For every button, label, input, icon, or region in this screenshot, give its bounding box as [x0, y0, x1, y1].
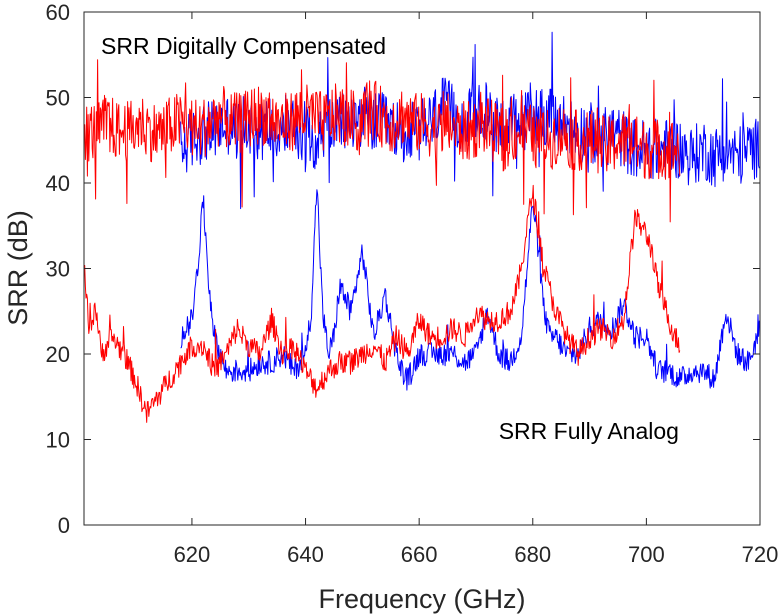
y-tick-label: 10: [46, 428, 70, 453]
series-layer: [83, 31, 760, 423]
y-tick-label: 0: [58, 513, 70, 538]
y-tick-label: 30: [46, 257, 70, 282]
series-line-red-digital: [83, 59, 681, 223]
annotation-digital: SRR Digitally Compensated: [101, 33, 386, 59]
x-tick-label: 660: [401, 542, 438, 567]
x-axis-label: Frequency (GHz): [318, 584, 525, 614]
series-line-red-analog: [83, 184, 681, 423]
x-tick-label: 640: [287, 542, 324, 567]
y-tick-label: 50: [46, 86, 70, 111]
annotation-analog: SRR Fully Analog: [499, 418, 679, 444]
y-tick-label: 60: [46, 0, 70, 25]
label-layer: Frequency (GHz) SRR (dB) 620 640 660 680 700…: [3, 0, 778, 614]
y-tick-label: 20: [46, 342, 70, 367]
series-line-blue-analog: [180, 189, 760, 391]
y-tick-label: 40: [46, 171, 70, 196]
x-tick-label: 720: [742, 542, 779, 567]
x-tick-label: 700: [628, 542, 665, 567]
axes-layer: [83, 11, 761, 526]
x-tick-label: 680: [514, 542, 551, 567]
x-tick-label: 620: [174, 542, 211, 567]
series-line-blue-digital: [180, 31, 760, 210]
y-axis-label: SRR (dB): [3, 210, 33, 326]
